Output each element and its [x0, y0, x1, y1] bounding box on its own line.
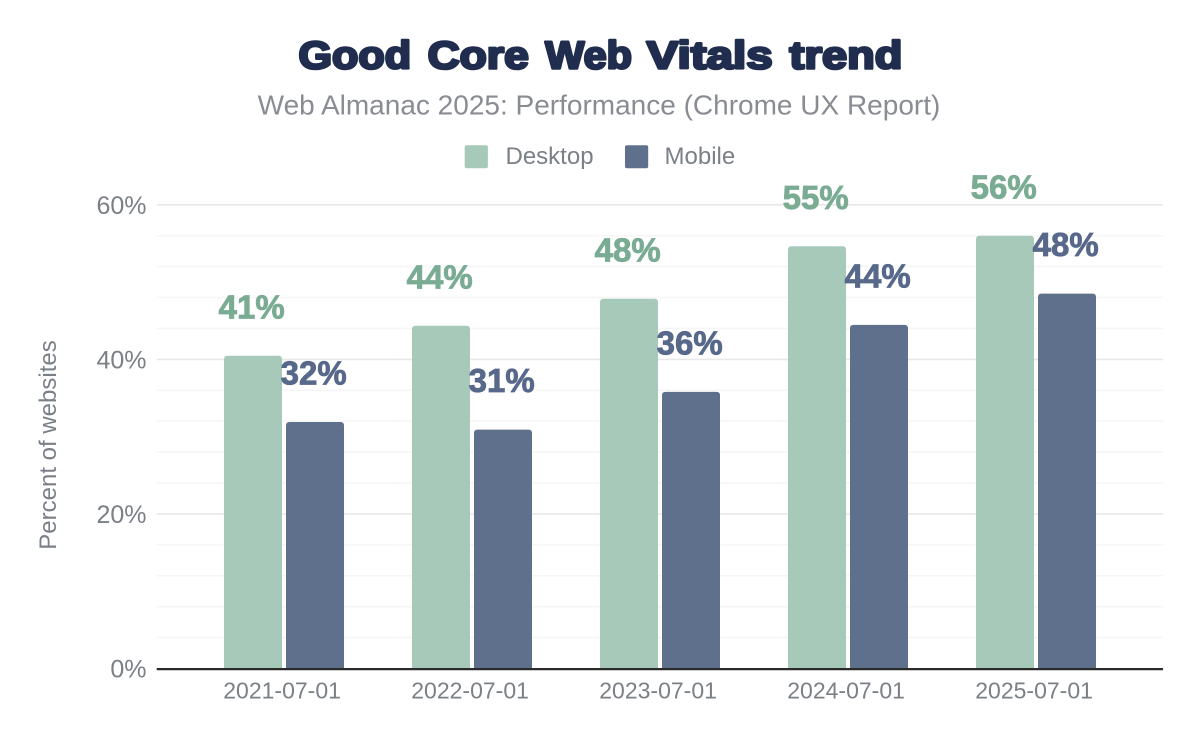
svg-text:2025-07-01: 2025-07-01 — [975, 678, 1093, 704]
svg-text:Core: Core — [428, 35, 529, 78]
svg-text:Desktop: Desktop — [506, 143, 594, 170]
svg-text:Vitals: Vitals — [647, 35, 773, 78]
svg-text:48%: 48% — [595, 231, 661, 268]
svg-text:44%: 44% — [407, 258, 473, 295]
svg-text:2024-07-01: 2024-07-01 — [787, 678, 905, 704]
svg-text:36%: 36% — [657, 325, 723, 362]
svg-text:31%: 31% — [469, 362, 535, 399]
svg-text:2021-07-01: 2021-07-01 — [223, 678, 341, 704]
svg-text:55%: 55% — [783, 179, 849, 216]
svg-text:0%: 0% — [110, 656, 146, 684]
svg-text:56%: 56% — [971, 168, 1037, 205]
svg-text:20%: 20% — [96, 501, 146, 529]
svg-text:2023-07-01: 2023-07-01 — [599, 678, 717, 704]
svg-text:trend: trend — [789, 35, 902, 78]
svg-text:Mobile: Mobile — [665, 143, 736, 170]
svg-text:2022-07-01: 2022-07-01 — [411, 678, 529, 704]
svg-text:32%: 32% — [281, 355, 347, 392]
svg-text:Web: Web — [545, 35, 632, 78]
svg-text:44%: 44% — [845, 258, 911, 295]
svg-text:41%: 41% — [219, 288, 285, 325]
svg-text:Percent of websites: Percent of websites — [35, 340, 62, 549]
svg-text:Good: Good — [299, 35, 412, 78]
svg-text:48%: 48% — [1033, 226, 1099, 263]
svg-text:60%: 60% — [96, 192, 146, 220]
svg-text:40%: 40% — [96, 347, 146, 375]
svg-text:Web Almanac 2025: Performance: Web Almanac 2025: Performance (Chrome UX… — [258, 89, 941, 120]
